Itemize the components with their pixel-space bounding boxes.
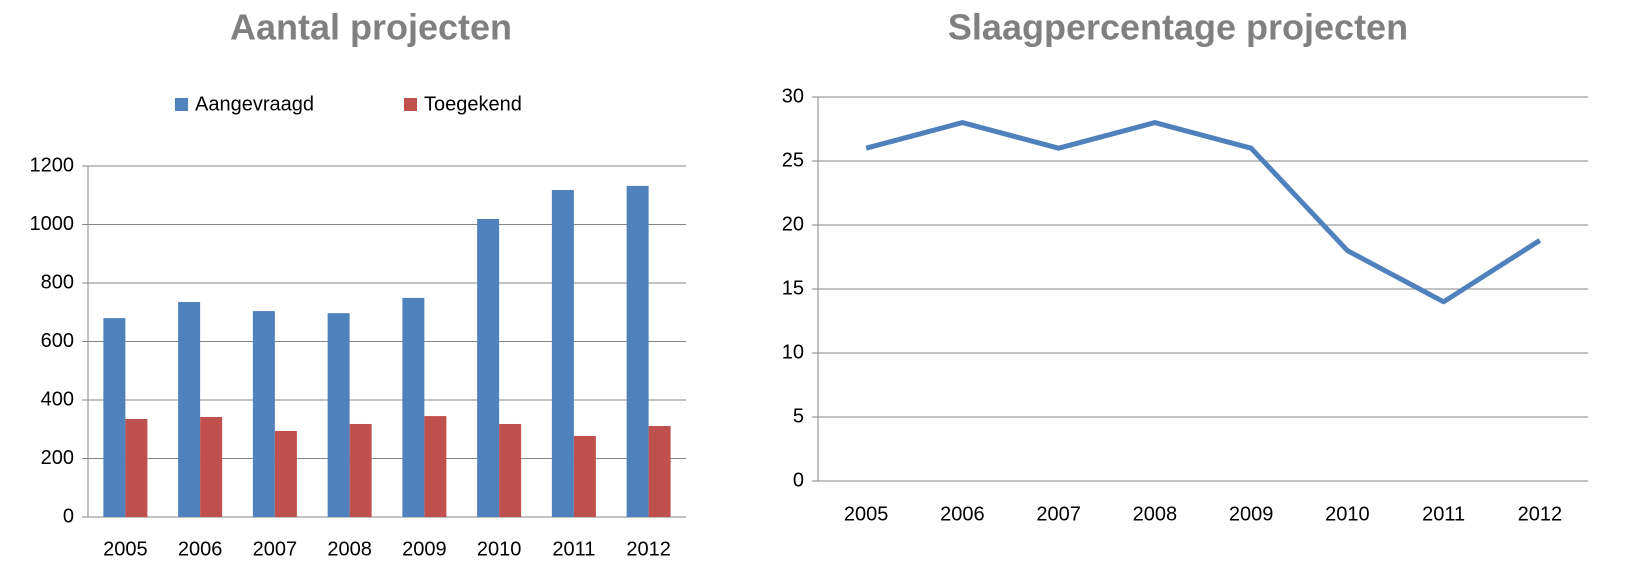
x-tick-label: 2011 — [552, 538, 595, 560]
y-tick-label: 600 — [41, 330, 74, 352]
bar — [103, 318, 126, 517]
bar — [626, 185, 649, 517]
y-tick-label: 25 — [782, 149, 804, 171]
x-tick-label: 2006 — [178, 538, 223, 560]
bar — [573, 435, 596, 517]
x-tick-label: 2011 — [1422, 503, 1465, 525]
y-tick-label: 30 — [782, 85, 804, 107]
y-tick-label: 0 — [63, 505, 74, 527]
x-tick-label: 2005 — [844, 503, 889, 525]
legend-label: Toegekend — [424, 93, 522, 115]
y-tick-label: 15 — [782, 277, 804, 299]
x-tick-label: 2008 — [1133, 503, 1178, 525]
legend-swatch — [175, 98, 188, 111]
bar — [327, 313, 350, 517]
x-tick-label: 2008 — [327, 538, 372, 560]
bar — [648, 426, 671, 517]
x-tick-label: 2012 — [626, 538, 671, 560]
bar — [125, 419, 148, 517]
y-tick-label: 800 — [41, 271, 74, 293]
x-tick-label: 2007 — [1036, 503, 1081, 525]
bar — [499, 423, 522, 517]
y-tick-label: 400 — [41, 388, 74, 410]
x-tick-label: 2006 — [940, 503, 985, 525]
x-tick-label: 2010 — [1325, 503, 1370, 525]
y-tick-label: 1200 — [30, 154, 75, 176]
bar — [274, 431, 297, 517]
chart-title: Aantal projecten — [230, 7, 512, 48]
bar — [424, 416, 447, 517]
y-tick-label: 5 — [793, 405, 804, 427]
bar — [349, 423, 372, 517]
y-tick-label: 1000 — [30, 213, 75, 235]
x-tick-label: 2012 — [1518, 503, 1563, 525]
bar — [477, 218, 500, 517]
x-tick-label: 2007 — [253, 538, 298, 560]
bar — [178, 302, 201, 517]
x-tick-label: 2005 — [103, 538, 148, 560]
y-tick-label: 200 — [41, 447, 74, 469]
bar — [252, 311, 275, 517]
legend-label: Aangevraagd — [195, 93, 314, 115]
bar — [402, 297, 425, 517]
y-tick-label: 20 — [782, 213, 804, 235]
bar — [200, 416, 223, 517]
y-tick-label: 10 — [782, 341, 804, 363]
line — [865, 120, 1542, 305]
legend-swatch — [404, 98, 417, 111]
x-tick-label: 2010 — [477, 538, 522, 560]
x-tick-label: 2009 — [1229, 503, 1274, 525]
x-tick-label: 2009 — [402, 538, 447, 560]
chart-title: Slaagpercentage projecten — [948, 7, 1408, 48]
bar — [551, 189, 574, 518]
y-tick-label: 0 — [793, 469, 804, 491]
